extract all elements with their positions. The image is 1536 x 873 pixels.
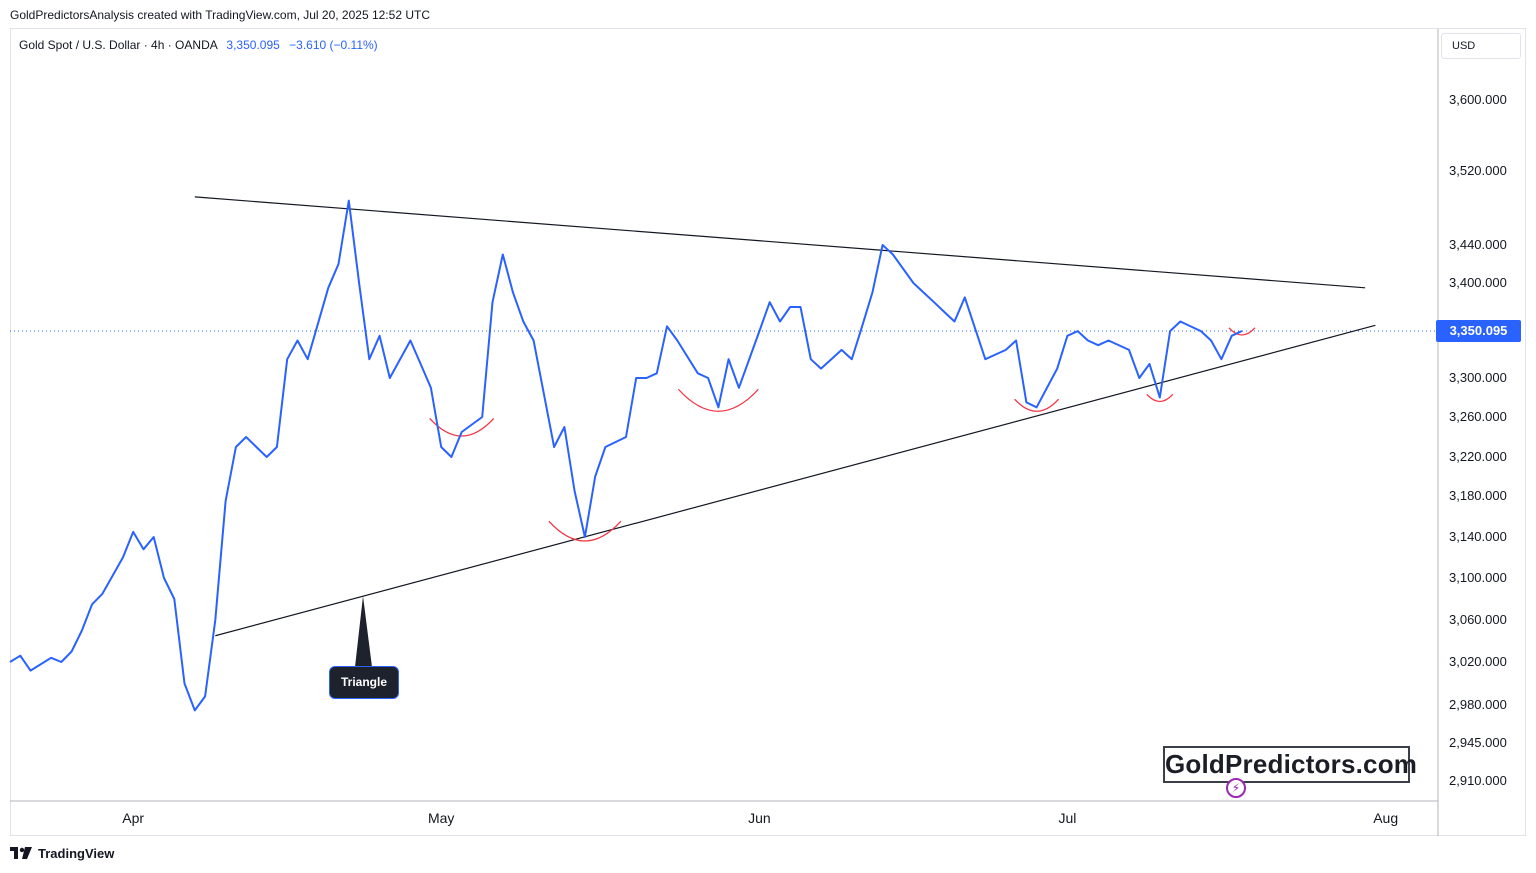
bottom-arc (1014, 398, 1060, 412)
y-tick-label: 3,220.000 (1449, 449, 1507, 464)
y-tick-label: 3,100.000 (1449, 570, 1507, 585)
y-tick-label: 3,020.000 (1449, 654, 1507, 669)
trendline-lower[interactable] (215, 324, 1376, 637)
y-tick-label: 3,060.000 (1449, 612, 1507, 627)
tradingview-footer[interactable]: TradingView (10, 846, 114, 861)
bottom-arc (677, 388, 759, 412)
chart-credit: GoldPredictorsAnalysis created with Trad… (10, 8, 430, 22)
currency-selector[interactable]: USD (1441, 33, 1521, 59)
tradingview-logo-icon (10, 846, 32, 859)
price-series-line[interactable] (9, 199, 1243, 712)
y-tick-label: 3,300.000 (1449, 370, 1507, 385)
y-tick-label: 3,400.000 (1449, 275, 1507, 290)
symbol-change: −3.610 (−0.11%) (289, 38, 378, 52)
y-tick-label: 3,140.000 (1449, 529, 1507, 544)
symbol-price: 3,350.095 (226, 38, 280, 52)
chart-frame (10, 28, 1526, 836)
goldpredictors-watermark: GoldPredictors.com (1163, 746, 1417, 783)
x-tick-label: Jul (1058, 810, 1076, 826)
y-tick-label: 3,260.000 (1449, 409, 1507, 424)
y-tick-label: 3,520.000 (1449, 163, 1507, 178)
trendline-upper[interactable] (194, 196, 1366, 289)
y-tick-label: 3,440.000 (1449, 237, 1507, 252)
bottom-arc (1228, 327, 1256, 336)
series-layer (9, 199, 1243, 712)
trendlines (194, 196, 1376, 667)
x-tick-label: Aug (1373, 810, 1398, 826)
y-tick-label: 3,180.000 (1449, 488, 1507, 503)
bottom-arcs (429, 327, 1256, 542)
symbol-title: Gold Spot / U.S. Dollar · 4h · OANDA (19, 38, 218, 52)
x-tick-label: Jun (748, 810, 771, 826)
y-tick-label: 2,945.000 (1449, 735, 1507, 750)
lightning-bolt-icon[interactable]: ⚡ (1226, 778, 1246, 798)
last-price-label: 3,350.095 (1436, 320, 1521, 342)
x-tick-label: Apr (122, 810, 144, 826)
x-tick-label: May (428, 810, 454, 826)
bottom-arc (429, 417, 495, 437)
y-tick-label: 2,910.000 (1449, 773, 1507, 788)
axes-layer: 2,910.000 2,945.000 2,980.000 3,020.000 3,06… (10, 29, 1507, 836)
triangle-callout-pointer (355, 596, 372, 667)
y-tick-label: 3,600.000 (1449, 92, 1507, 107)
bottom-arc (1146, 393, 1174, 403)
bottom-arc (548, 520, 622, 542)
symbol-header[interactable]: Gold Spot / U.S. Dollar · 4h · OANDA 3,3… (19, 38, 378, 52)
tradingview-brand-text: TradingView (38, 846, 115, 861)
triangle-annotation-label[interactable]: Triangle (329, 666, 399, 699)
y-tick-label: 2,980.000 (1449, 697, 1507, 712)
